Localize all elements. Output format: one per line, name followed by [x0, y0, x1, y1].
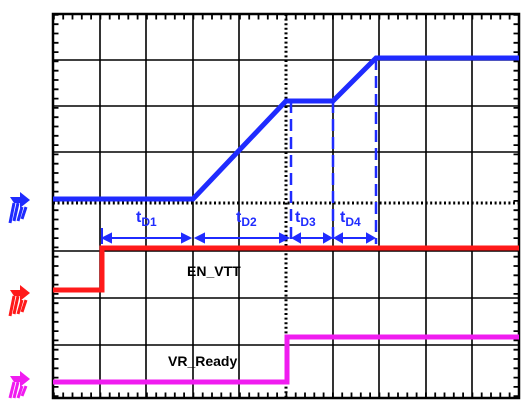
timing-labels: tD1 tD2 tD3 tD4	[136, 209, 361, 229]
label-td4: tD4	[340, 209, 361, 229]
arrow-td1	[100, 232, 193, 244]
label-en-vtt: EN_VTT	[187, 263, 241, 279]
trace-en-vtt	[53, 245, 519, 293]
arrow-td2	[193, 232, 291, 244]
label-td1: tD1	[136, 209, 157, 229]
label-td2: tD2	[236, 209, 257, 229]
label-td3: tD3	[295, 209, 316, 229]
ground-arrow-icon	[8, 371, 30, 399]
grid-vertical-lines	[99, 14, 473, 398]
timing-arrows	[100, 228, 377, 244]
arrow-td3	[290, 232, 334, 244]
arrow-td4	[332, 232, 377, 244]
ground-arrow-icon	[8, 192, 30, 224]
ground-arrow-icon	[8, 285, 30, 317]
trace-vddq	[53, 55, 519, 202]
label-vr-ready: VR_Ready	[168, 353, 237, 369]
timing-markers	[289, 58, 378, 244]
trace-vr-ready	[53, 334, 519, 385]
